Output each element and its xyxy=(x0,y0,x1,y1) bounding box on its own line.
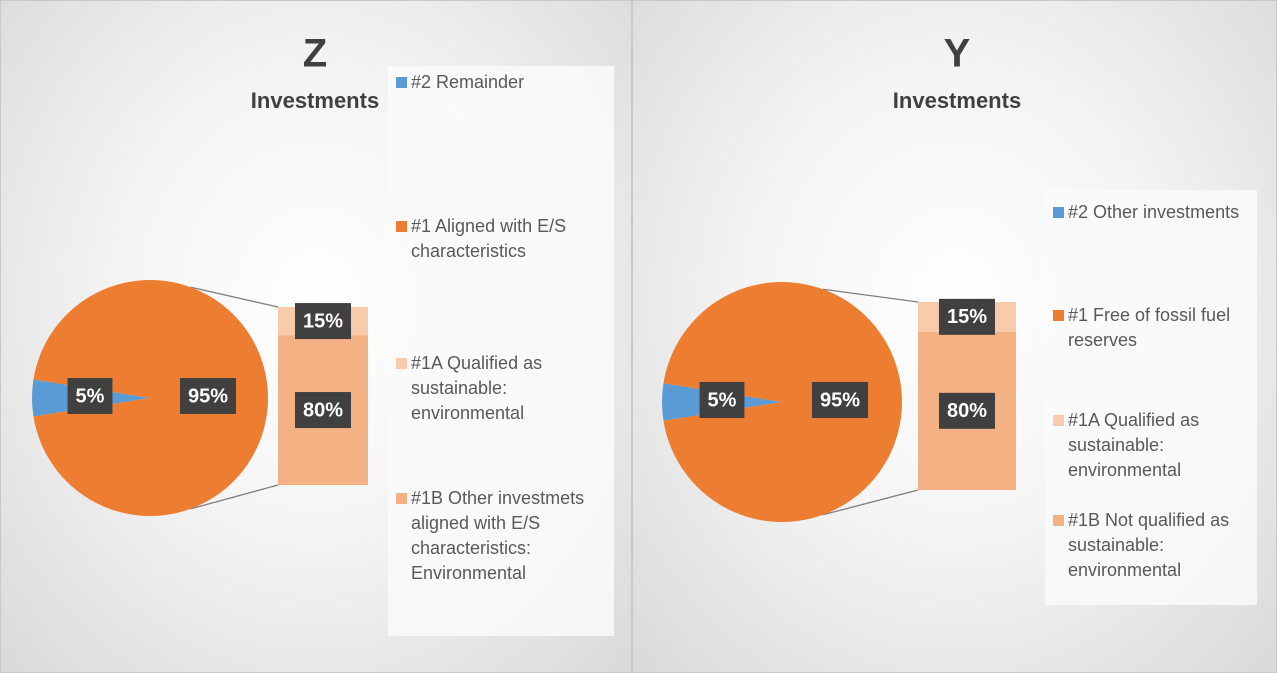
label-box xyxy=(938,298,996,335)
data-label: 15% xyxy=(303,310,343,332)
label-box xyxy=(67,378,113,414)
connector xyxy=(822,288,919,303)
legend-label: #1 Aligned with E/S characteristics xyxy=(411,216,567,261)
label-box xyxy=(179,378,237,414)
pie-slice xyxy=(663,282,902,523)
legend-swatch xyxy=(396,493,407,504)
data-label: 95% xyxy=(820,389,860,411)
legend: #2 Other investments #1 Free of fossil fu… xyxy=(1045,190,1257,605)
chart-title: Y xyxy=(944,32,971,76)
chart-title: Z xyxy=(303,32,327,76)
legend-entry: #1B Not qualified as sustainable: enviro… xyxy=(1053,508,1251,583)
legend-entry: #1A Qualified as sustainable: environmen… xyxy=(1053,408,1251,483)
legend-label: #2 Other investments xyxy=(1068,202,1240,222)
legend-label: #2 Remainder xyxy=(411,72,525,92)
data-label: 5% xyxy=(708,389,737,411)
label-box xyxy=(811,382,869,418)
chart-subtitle: Investments xyxy=(251,88,379,113)
legend-swatch xyxy=(396,77,407,88)
legend-swatch xyxy=(1053,310,1064,321)
legend-entry: #1A Qualified as sustainable: environmen… xyxy=(396,351,608,426)
legend-swatch xyxy=(396,221,407,232)
data-label: 80% xyxy=(947,400,987,422)
legend-label: #1B Other investmets aligned with E/S ch… xyxy=(411,488,585,583)
legend-swatch xyxy=(1053,207,1064,218)
legend-swatch xyxy=(396,358,407,369)
legend-label: #1 Free of fossil fuel reserves xyxy=(1068,305,1231,350)
data-label: 5% xyxy=(76,385,105,407)
legend-entry: #1 Aligned with E/S characteristics xyxy=(396,214,608,264)
data-label: 80% xyxy=(303,399,343,421)
data-label: 15% xyxy=(947,306,987,328)
chart-subtitle: Investments xyxy=(893,88,1021,113)
legend-label: #1B Not qualified as sustainable: enviro… xyxy=(1068,510,1230,580)
connector xyxy=(190,484,279,510)
label-box xyxy=(938,392,996,429)
legend-label: #1A Qualified as sustainable: environmen… xyxy=(411,353,543,423)
legend-entry: #1B Other investmets aligned with E/S ch… xyxy=(396,486,608,586)
label-box xyxy=(294,303,352,340)
label-box xyxy=(294,392,352,429)
legend-entry: #2 Other investments xyxy=(1053,200,1251,225)
legend-entry: #1 Free of fossil fuel reserves xyxy=(1053,303,1251,353)
legend-entry: #2 Remainder xyxy=(396,70,608,95)
data-label: 95% xyxy=(188,385,228,407)
pie-slice xyxy=(33,280,268,517)
legend-swatch xyxy=(1053,515,1064,526)
label-box xyxy=(699,382,745,418)
legend-swatch xyxy=(1053,415,1064,426)
legend: #2 Remainder #1 Aligned with E/S characte… xyxy=(388,66,614,636)
connector xyxy=(822,489,919,516)
connector xyxy=(190,286,279,308)
legend-label: #1A Qualified as sustainable: environmen… xyxy=(1068,410,1200,480)
